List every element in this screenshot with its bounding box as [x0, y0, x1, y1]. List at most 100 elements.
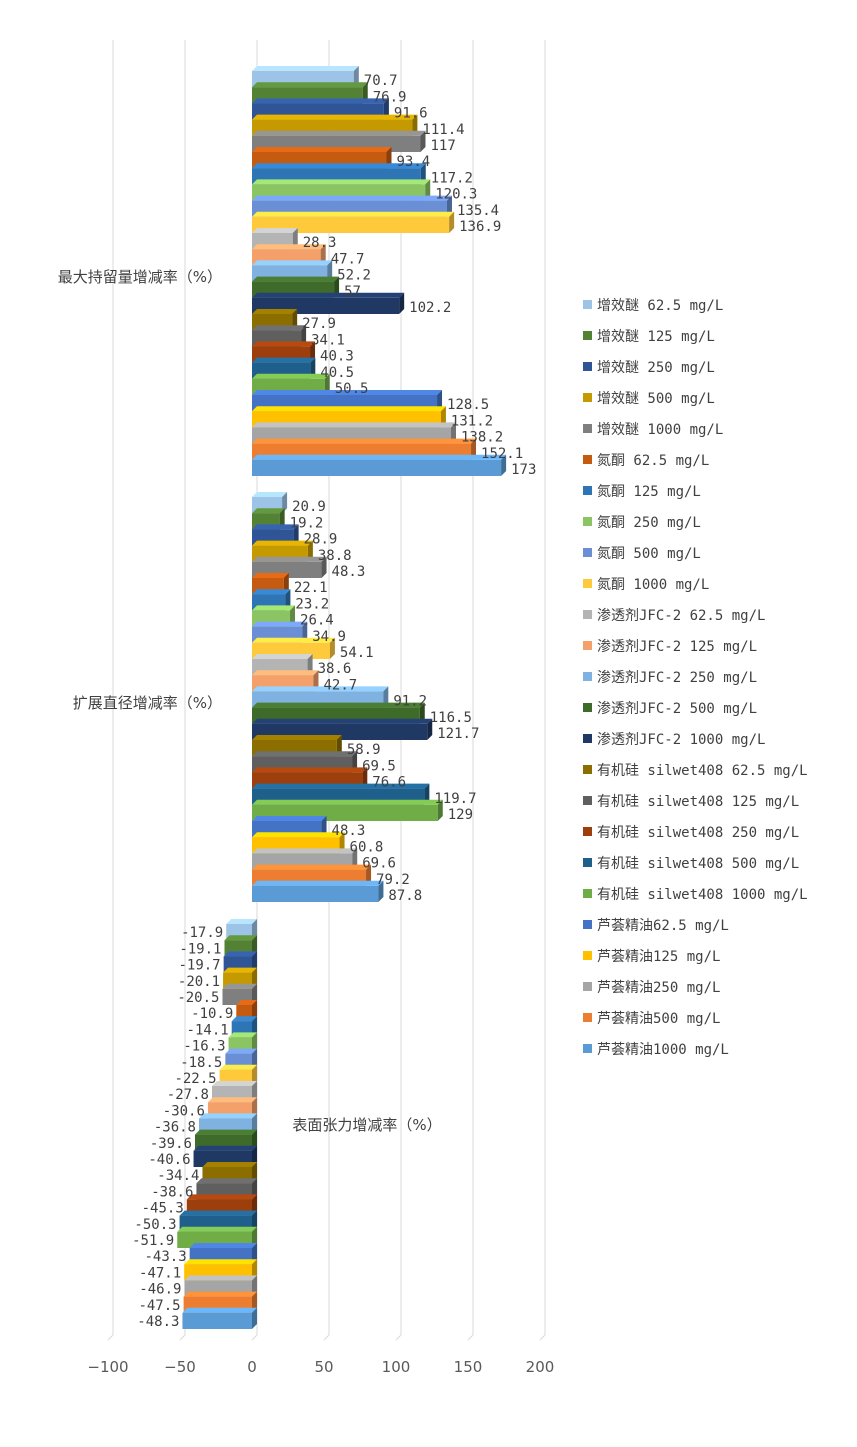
bar-end — [252, 1275, 257, 1297]
legend-swatch — [583, 858, 592, 867]
bar-end — [353, 66, 359, 88]
legend-label: 芦荟精油62.5 mg/L — [597, 917, 729, 934]
bar-top — [252, 66, 359, 71]
bar-end — [252, 1081, 257, 1103]
legend-label: 渗透剂JFC-2 500 mg/L — [597, 701, 757, 717]
legend-label: 氮酮 125 mg/L — [597, 484, 701, 500]
bar-top — [252, 179, 431, 185]
bar-top — [252, 524, 299, 530]
bar-end — [440, 406, 446, 428]
data-label: 28.9 — [304, 532, 338, 548]
data-label: 136.9 — [459, 219, 501, 235]
legend-label: 氮酮 62.5 mg/L — [597, 453, 709, 469]
bar — [252, 880, 384, 902]
data-label: 48.3 — [332, 823, 366, 839]
bar-top — [252, 390, 443, 395]
bar-top — [252, 438, 477, 444]
legend-item: 芦荟精油125 mg/L — [583, 948, 720, 965]
bar-end — [252, 935, 257, 957]
bar-top — [252, 228, 298, 233]
bar-end — [310, 357, 316, 379]
bar-end — [321, 556, 327, 578]
legend-item: 增效醚 250 mg/L — [583, 360, 715, 376]
gridline-floor — [179, 1334, 186, 1341]
bar-top — [252, 114, 418, 120]
data-label: -18.5 — [180, 1055, 222, 1071]
gridline-floor — [395, 1334, 402, 1341]
bar-end — [378, 880, 384, 902]
bar-end — [324, 373, 330, 395]
legend-swatch — [583, 889, 592, 898]
bar-top — [225, 1048, 257, 1054]
bar-front — [182, 1312, 252, 1329]
legend-item: 氮酮 1000 mg/L — [583, 577, 709, 593]
bar-end — [449, 211, 455, 233]
bar-top — [211, 1081, 257, 1086]
bar-end — [252, 1162, 257, 1184]
bar — [182, 1307, 257, 1329]
legend-item: 芦荟精油1000 mg/L — [583, 1041, 729, 1058]
legend-label: 增效醚 500 mg/L — [597, 391, 715, 407]
x-tick-label: −100 — [87, 1358, 128, 1376]
bar-end — [383, 686, 389, 708]
data-label: -38.6 — [151, 1184, 193, 1200]
legend-swatch — [583, 734, 592, 743]
legend-swatch — [583, 362, 592, 371]
legend-label: 氮酮 500 mg/L — [597, 546, 701, 562]
bar-top — [223, 967, 257, 973]
legend-label: 增效醚 1000 mg/L — [597, 422, 723, 438]
x-tick-label: 50 — [314, 1358, 333, 1376]
bar-top — [252, 880, 384, 886]
bar-top — [252, 276, 340, 282]
bar-end — [252, 1032, 257, 1054]
data-label: 19.2 — [290, 515, 324, 531]
legend-label: 有机硅 silwet408 500 mg/L — [597, 856, 799, 872]
bar-end — [362, 767, 368, 789]
bar-end — [386, 147, 392, 169]
data-label: 138.2 — [461, 430, 503, 446]
legend-label: 有机硅 silwet408 125 mg/L — [597, 794, 799, 810]
data-label: 47.7 — [331, 251, 365, 267]
bar-top — [252, 670, 319, 676]
bar-end — [252, 1113, 257, 1135]
legend-label: 增效醚 250 mg/L — [597, 360, 715, 376]
data-label: 76.9 — [373, 89, 407, 105]
bar-end — [420, 163, 426, 185]
data-label: 87.8 — [388, 888, 422, 904]
data-label: 70.7 — [364, 73, 398, 89]
data-label: -16.3 — [183, 1039, 225, 1055]
bar-top — [252, 702, 425, 708]
bar-end — [302, 621, 308, 643]
data-label: 91.6 — [394, 106, 428, 122]
bar-end — [437, 390, 443, 412]
bar-end — [252, 1243, 257, 1265]
data-labels: 70.7 20.9 -17.9 76.9 19.2 -19.1 91.6 28.9 -19.7 1… — [132, 73, 536, 1330]
data-label: -19.7 — [178, 958, 220, 974]
legend-swatch — [583, 765, 592, 774]
bar-top — [219, 1064, 257, 1070]
bar-top — [179, 1210, 257, 1216]
legend-label: 氮酮 250 mg/L — [597, 515, 701, 531]
data-label: -45.3 — [142, 1201, 184, 1217]
data-label: 38.6 — [318, 661, 352, 677]
bar-top — [252, 373, 330, 379]
data-label: 40.5 — [320, 365, 354, 381]
bar-front — [252, 885, 379, 902]
bar-end — [252, 1194, 257, 1216]
bar-end — [293, 524, 299, 546]
bar-top — [252, 848, 358, 854]
data-label: -39.6 — [150, 1136, 192, 1152]
bar-end — [501, 454, 507, 476]
data-label: -50.3 — [134, 1217, 176, 1233]
bar-top — [252, 573, 289, 578]
bar-end — [252, 1307, 257, 1329]
legend-label: 渗透剂JFC-2 250 mg/L — [597, 670, 757, 686]
bar-end — [336, 735, 342, 757]
data-label: 48.3 — [332, 564, 366, 580]
bar-top — [182, 1307, 257, 1313]
bar-end — [290, 605, 296, 627]
legend-item: 有机硅 silwet408 1000 mg/L — [583, 887, 808, 903]
bar-end — [327, 260, 333, 282]
bar-top — [202, 1162, 257, 1167]
legend-item: 增效醚 500 mg/L — [583, 391, 715, 407]
